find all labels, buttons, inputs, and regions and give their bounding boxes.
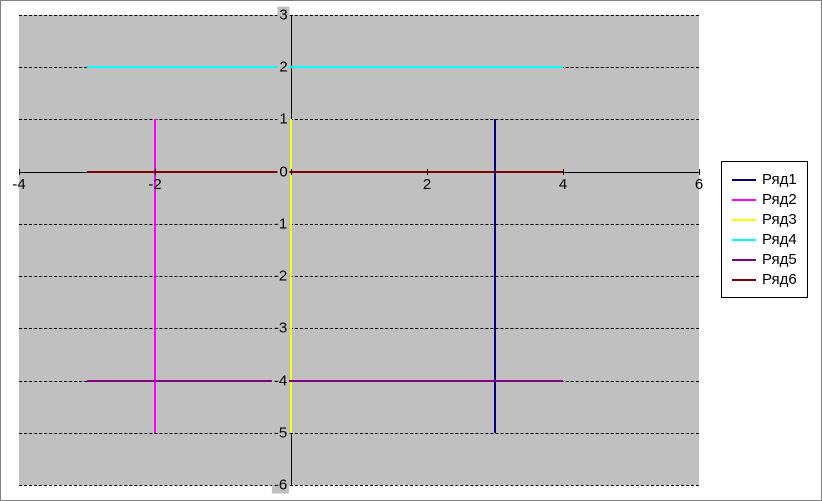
legend-item: Ряд2 [732,191,797,208]
plot-area: -6-5-4-3-2-10123-4-2246 [19,15,699,485]
x-tick [291,169,292,175]
legend-swatch [732,179,756,181]
legend-item: Ряд6 [732,271,797,288]
y-tick-label: 0 [277,163,289,180]
legend-label: Ряд4 [762,231,797,248]
legend-label: Ряд5 [762,251,797,268]
x-tick [699,169,700,175]
gridline [19,328,699,329]
legend-swatch [732,279,756,281]
y-tick-label: -2 [272,268,289,285]
legend-swatch [732,259,756,261]
y-tick-label: 3 [277,7,289,24]
gridline [19,433,699,434]
legend-swatch [732,219,756,221]
legend-label: Ряд1 [762,171,797,188]
legend-item: Ряд5 [732,251,797,268]
legend-item: Ряд1 [732,171,797,188]
x-axis [19,172,699,173]
y-tick-label: 1 [277,111,289,128]
legend-label: Ряд6 [762,271,797,288]
y-axis [291,15,292,485]
y-tick-label: -4 [272,372,289,389]
legend-swatch [732,239,756,241]
y-tick-label: -6 [272,477,289,494]
x-tick [563,169,564,175]
gridline [19,67,699,68]
gridline [19,276,699,277]
legend-label: Ряд2 [762,191,797,208]
chart-frame: -6 -5 -4 -3 -2 -1 0 1 2 3 -4 -2 2 4 6 Ряд1 Ряд2 Ряд3 Ряд4… [0,0,822,501]
gridline [19,485,699,486]
legend-item: Ряд4 [732,231,797,248]
y-tick-label: -3 [272,320,289,337]
x-tick-label: 6 [695,176,703,193]
legend-label: Ряд3 [762,211,797,228]
legend: Ряд1 Ряд2 Ряд3 Ряд4 Ряд5 Ряд6 [721,161,808,298]
gridline [19,381,699,382]
x-tick [155,169,156,175]
gridline [19,15,699,16]
x-tick-label: 2 [423,176,431,193]
x-tick-label: 4 [559,176,567,193]
y-tick-label: 2 [277,59,289,76]
y-tick-label: -5 [272,424,289,441]
gridline [19,119,699,120]
legend-swatch [732,199,756,201]
y-tick-label: -1 [272,215,289,232]
x-tick-label: -4 [12,176,25,193]
x-tick [427,169,428,175]
gridline [19,224,699,225]
x-tick-label: -2 [148,176,161,193]
x-tick [19,169,20,175]
legend-item: Ряд3 [732,211,797,228]
